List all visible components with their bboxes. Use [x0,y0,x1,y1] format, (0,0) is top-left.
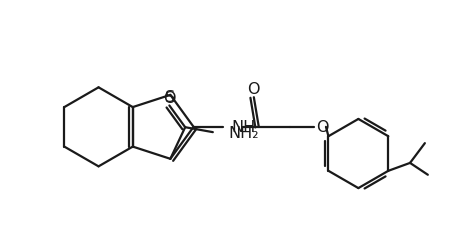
Text: S: S [165,90,176,105]
Text: O: O [316,120,328,135]
Text: O: O [248,82,260,96]
Text: O: O [163,91,176,106]
Text: NH: NH [231,120,255,135]
Text: NH₂: NH₂ [229,125,259,140]
